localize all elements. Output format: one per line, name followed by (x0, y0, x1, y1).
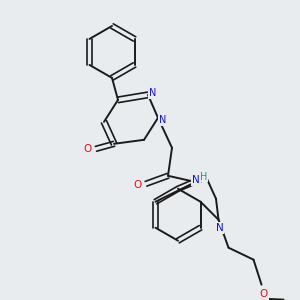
Text: H: H (200, 172, 208, 182)
Text: N: N (149, 88, 157, 98)
Text: O: O (84, 144, 92, 154)
Text: O: O (260, 289, 268, 298)
Text: N: N (159, 115, 167, 125)
Text: N: N (192, 175, 200, 185)
Text: N: N (216, 223, 224, 233)
Text: O: O (133, 180, 141, 190)
